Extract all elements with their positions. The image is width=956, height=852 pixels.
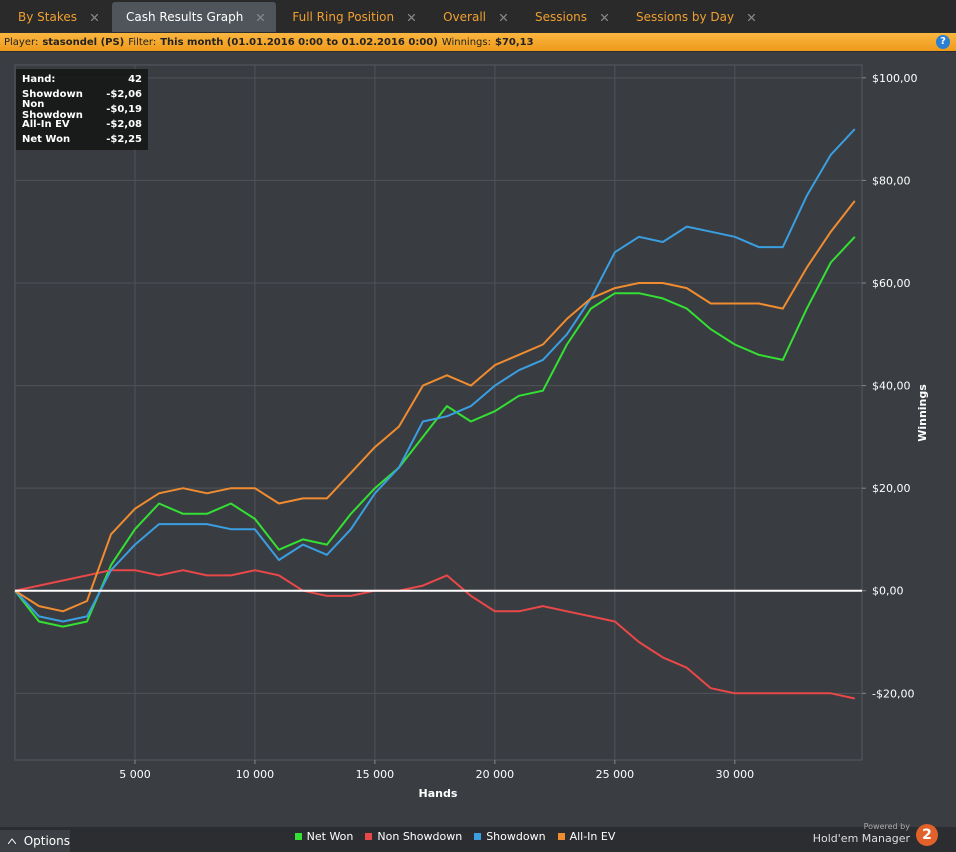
info-value: -$2,06 bbox=[106, 89, 142, 100]
close-icon bbox=[601, 13, 609, 21]
legend-label: Net Won bbox=[306, 830, 354, 843]
legend-label: All-In EV bbox=[569, 830, 616, 843]
options-button[interactable]: Options bbox=[0, 830, 70, 852]
y-tick-label: $60,00 bbox=[872, 277, 911, 290]
tab-label: Cash Results Graph bbox=[125, 10, 244, 24]
x-tick-label: 15 000 bbox=[356, 768, 395, 781]
info-row: Showdown -$2,06 bbox=[22, 87, 142, 102]
x-axis-label: Hands bbox=[419, 787, 458, 800]
legend-item[interactable]: Showdown bbox=[474, 830, 546, 843]
y-tick-label: $40,00 bbox=[872, 380, 911, 393]
tab-label: By Stakes bbox=[18, 10, 77, 24]
legend-label: Non Showdown bbox=[377, 830, 463, 843]
x-tick-label: 5 000 bbox=[119, 768, 151, 781]
tab-close[interactable] bbox=[408, 13, 416, 21]
winnings-label: Winnings: bbox=[441, 36, 491, 48]
tab-label: Sessions by Day bbox=[636, 10, 735, 24]
info-value: -$2,25 bbox=[106, 134, 142, 145]
info-row: All-In EV -$2,08 bbox=[22, 117, 142, 132]
info-value: -$2,08 bbox=[106, 119, 142, 130]
player: stasondel (PS) bbox=[42, 36, 125, 48]
series-line bbox=[14, 128, 856, 623]
info-row: Hand: 42 bbox=[22, 72, 142, 87]
player-label: Player: bbox=[4, 36, 39, 48]
legend-label: Showdown bbox=[486, 830, 546, 843]
powered-by: Powered by bbox=[863, 822, 910, 831]
info-row: Non Showdown -$0,19 bbox=[22, 99, 142, 121]
close-icon bbox=[257, 13, 265, 21]
info-label: Showdown bbox=[22, 89, 83, 100]
legend: Net Won Non Showdown Showdown All-In EV bbox=[0, 830, 910, 843]
tab[interactable]: Sessions by Day bbox=[622, 2, 767, 32]
info-row: Net Won -$2,25 bbox=[22, 132, 142, 147]
tab-close[interactable] bbox=[90, 13, 98, 21]
series-line bbox=[14, 236, 856, 628]
legend-swatch bbox=[365, 833, 373, 840]
legend-item[interactable]: Net Won bbox=[294, 830, 354, 843]
tab[interactable]: Sessions bbox=[521, 2, 620, 32]
options-label: Options bbox=[23, 834, 70, 848]
y-tick-label: $20,00 bbox=[872, 482, 911, 495]
tab[interactable]: Overall bbox=[429, 2, 519, 32]
chart: Hands Winnings -$20,00 $0,00 $20,00 $40,00 $… bbox=[0, 52, 956, 827]
series-line bbox=[14, 200, 856, 613]
tab-close[interactable] bbox=[257, 13, 265, 21]
close-icon bbox=[748, 13, 756, 21]
y-axis-label: Winnings bbox=[916, 384, 929, 442]
info-label: Non Showdown bbox=[22, 98, 83, 121]
info-label: Net Won bbox=[22, 134, 71, 145]
close-icon bbox=[90, 13, 98, 21]
brand: Hold'em Manager bbox=[812, 832, 910, 845]
y-tick-label: $0,00 bbox=[872, 585, 904, 598]
tab[interactable]: By Stakes bbox=[4, 2, 110, 32]
info-label: Hand: bbox=[22, 74, 56, 85]
tab-label: Overall bbox=[443, 10, 486, 24]
tab-close[interactable] bbox=[748, 13, 756, 21]
filter-bar: Player: stasondel (PS) Filter: This mont… bbox=[0, 33, 956, 51]
close-icon bbox=[408, 13, 416, 21]
options-arrow bbox=[8, 838, 16, 844]
filter-label: Filter: bbox=[128, 36, 157, 48]
x-tick-label: 10 000 bbox=[236, 768, 275, 781]
series-line bbox=[14, 569, 856, 700]
legend-item[interactable]: Non Showdown bbox=[365, 830, 462, 843]
info-value: -$0,19 bbox=[106, 104, 142, 115]
y-tick-label: $80,00 bbox=[872, 174, 911, 187]
x-tick-label: 30 000 bbox=[716, 768, 755, 781]
tab[interactable]: Cash Results Graph bbox=[111, 2, 277, 32]
x-tick-label: 25 000 bbox=[596, 768, 635, 781]
x-tick-label: 20 000 bbox=[476, 768, 515, 781]
info-label: All-In EV bbox=[22, 119, 70, 130]
filter[interactable]: This month (01.01.2016 0:00 to 01.02.201… bbox=[160, 36, 438, 48]
brand-badge: 2 bbox=[916, 824, 938, 846]
legend-swatch bbox=[474, 833, 482, 840]
tab-close[interactable] bbox=[601, 13, 609, 21]
info-box: Hand: 42 Showdown -$2,06 Non Showdown -$0,19 A… bbox=[16, 69, 148, 150]
tab-label: Full Ring Position bbox=[292, 10, 395, 24]
winnings: $70,13 bbox=[494, 36, 534, 48]
close-icon bbox=[500, 13, 507, 21]
tab[interactable]: Full Ring Position bbox=[278, 2, 427, 32]
legend-item[interactable]: All-In EV bbox=[557, 830, 616, 843]
help-button[interactable]: ? bbox=[936, 35, 950, 49]
y-tick-label: $100,00 bbox=[872, 72, 918, 85]
y-tick-label: -$20,00 bbox=[872, 687, 914, 700]
legend-swatch bbox=[557, 833, 565, 840]
tab-bar: By Stakes Cash Results Graph Full Ring Pos… bbox=[0, 0, 956, 32]
legend-swatch bbox=[294, 833, 302, 840]
tab-label: Sessions bbox=[535, 10, 588, 24]
tab-close[interactable] bbox=[500, 13, 507, 21]
info-value: 42 bbox=[128, 74, 142, 85]
